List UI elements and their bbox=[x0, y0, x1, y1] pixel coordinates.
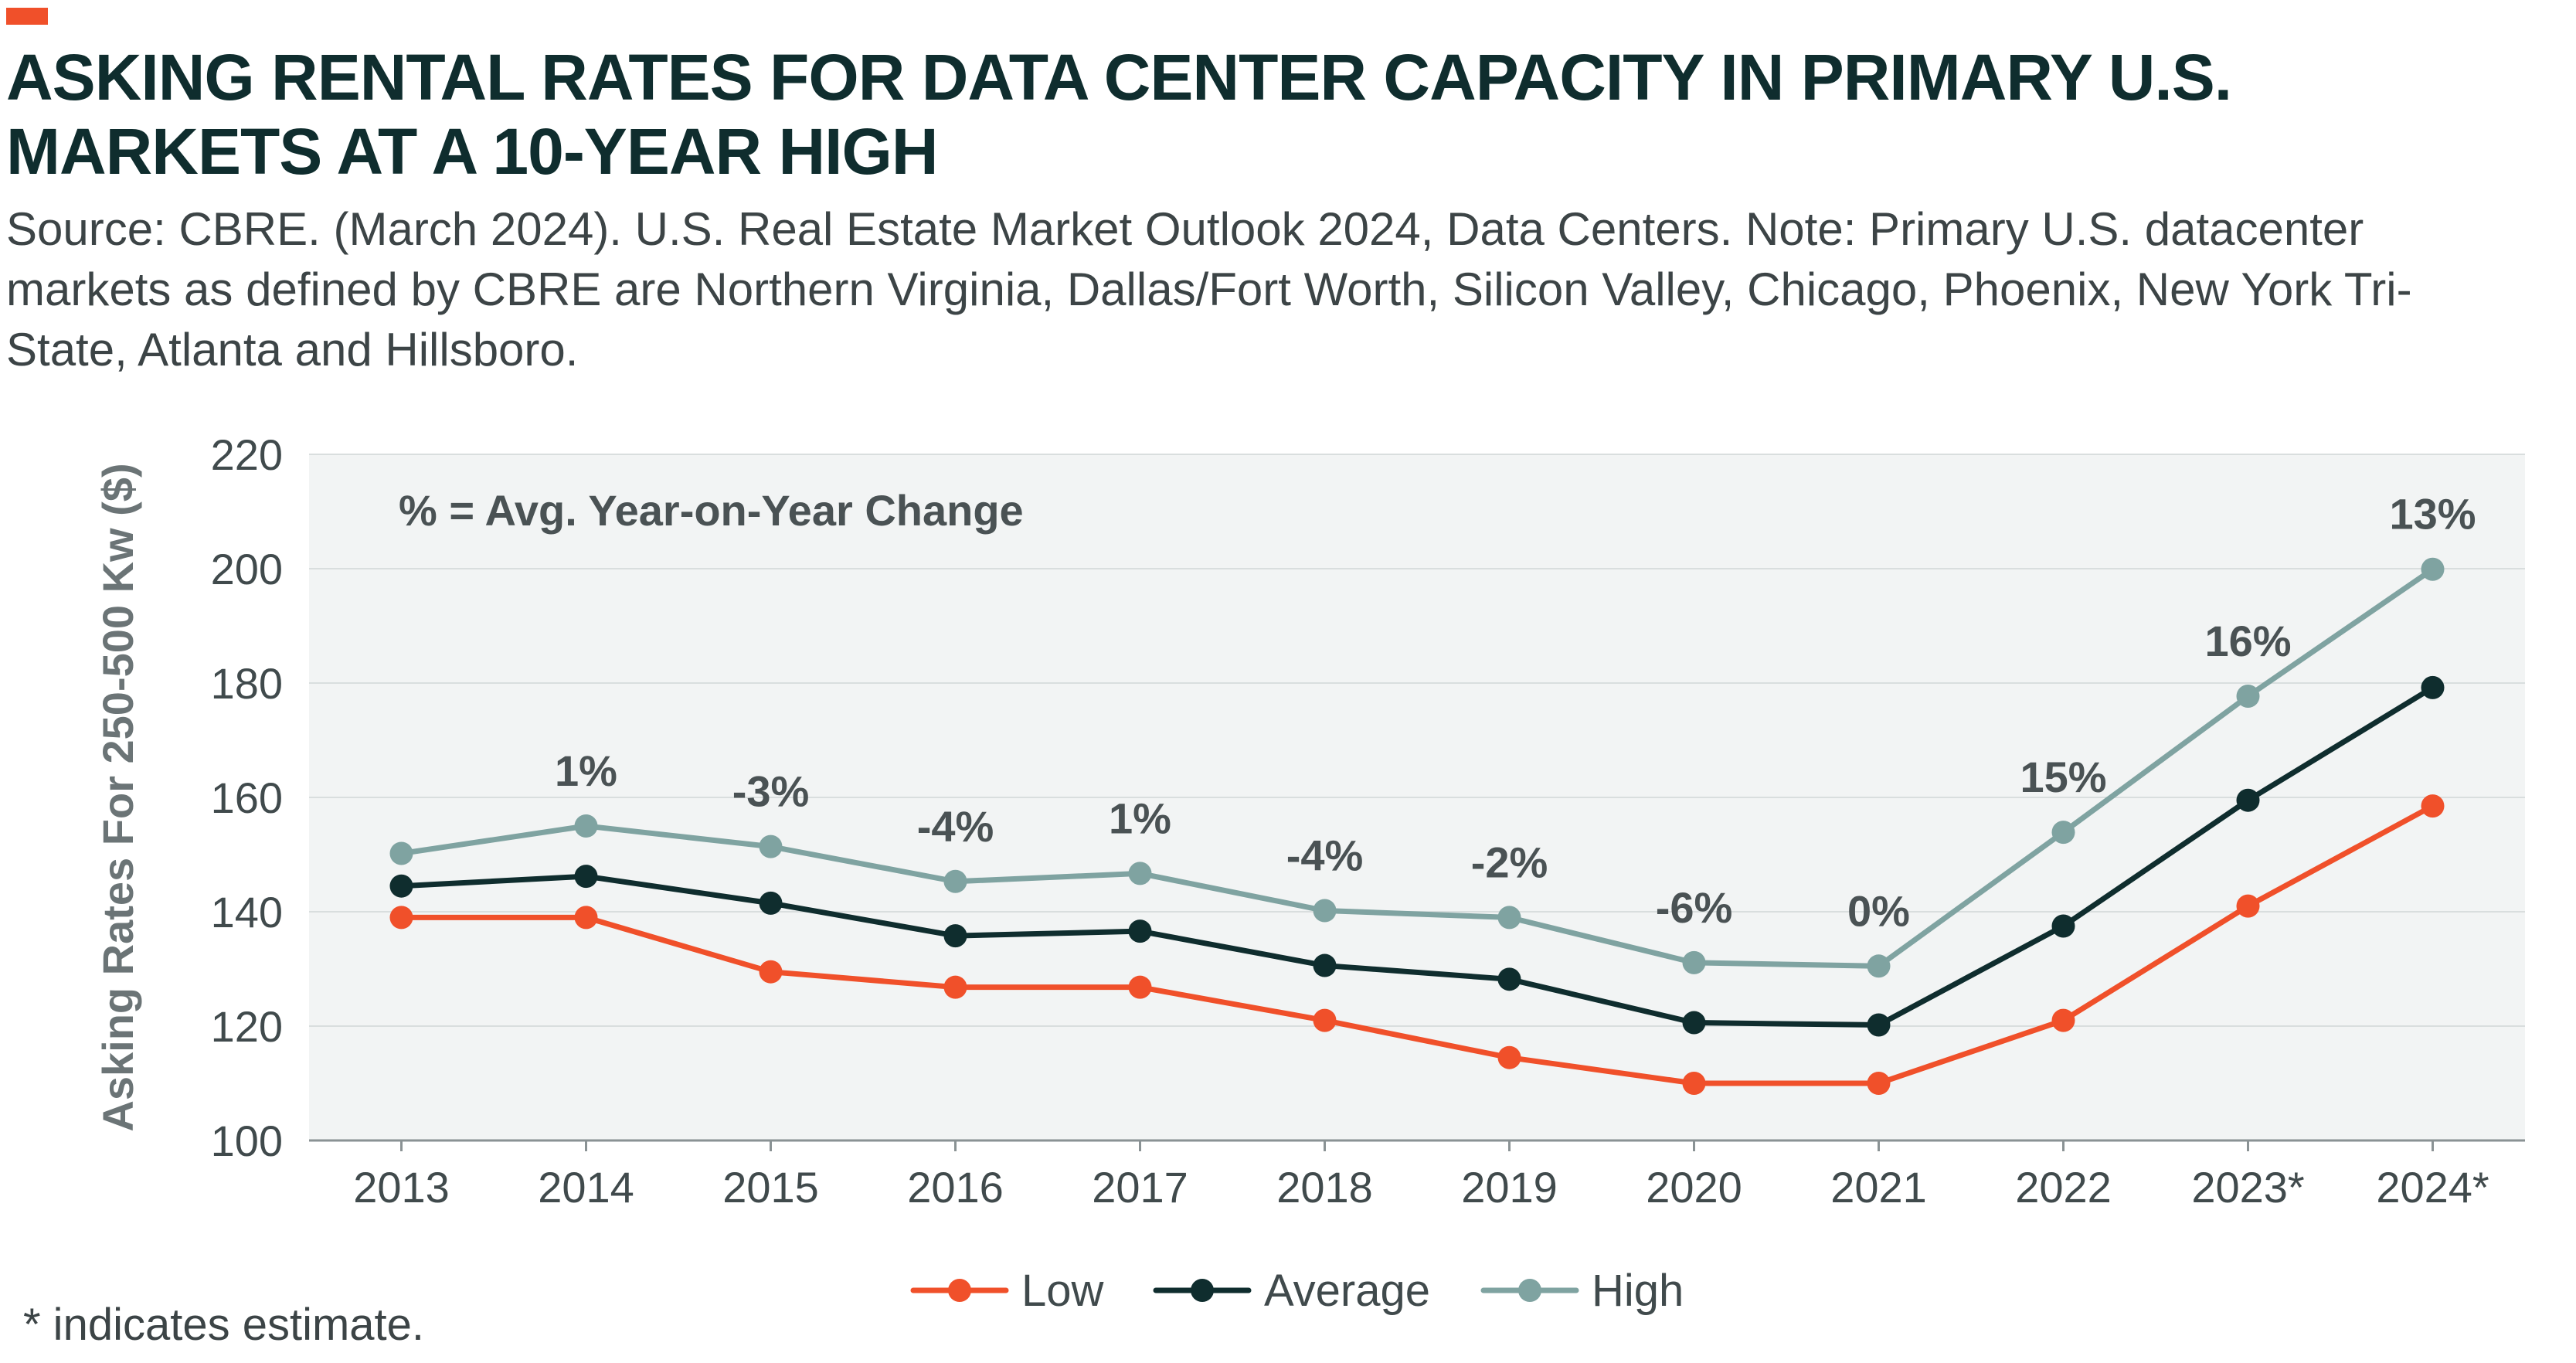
series-line-average bbox=[399, 685, 2435, 1028]
data-point-low bbox=[1313, 1008, 1337, 1032]
x-tick-label: 2019 bbox=[1461, 1163, 1558, 1212]
y-tick-label: 120 bbox=[211, 1002, 283, 1051]
y-tick-label: 140 bbox=[211, 888, 283, 936]
yoy-change-label: 16% bbox=[2204, 617, 2291, 665]
x-tick-label: 2024* bbox=[2376, 1163, 2489, 1212]
yoy-change-label: -4% bbox=[1286, 831, 1364, 880]
x-tick-label: 2016 bbox=[907, 1163, 1004, 1212]
x-tick-label: 2020 bbox=[1646, 1163, 1742, 1212]
x-tick-label: 2018 bbox=[1276, 1163, 1373, 1212]
accent-bar bbox=[6, 8, 48, 25]
legend-marker-low bbox=[948, 1279, 971, 1302]
yoy-change-label: -3% bbox=[732, 767, 810, 816]
x-tick-label: 2021 bbox=[1830, 1163, 1927, 1212]
data-point-average bbox=[2421, 675, 2445, 699]
data-point-low bbox=[1867, 1072, 1891, 1095]
x-tick-label: 2014 bbox=[538, 1163, 634, 1212]
yoy-change-label: -2% bbox=[1471, 838, 1548, 886]
yoy-change-label: 1% bbox=[1109, 794, 1171, 842]
data-point-high bbox=[943, 869, 967, 893]
data-point-high bbox=[1867, 954, 1891, 978]
data-point-average bbox=[943, 924, 967, 948]
y-tick-label: 220 bbox=[211, 430, 283, 479]
data-point-low bbox=[574, 906, 598, 930]
legend-label-low: Low bbox=[1021, 1266, 1105, 1316]
data-point-low bbox=[1497, 1045, 1521, 1069]
y-tick-label: 180 bbox=[211, 659, 283, 708]
data-point-low bbox=[943, 975, 967, 999]
y-axis-title: Asking Rates For 250-500 Kw ($) bbox=[93, 463, 142, 1131]
yoy-change-label: 15% bbox=[2020, 753, 2106, 801]
yoy-change-note: % = Avg. Year-on-Year Change bbox=[399, 486, 1024, 535]
legend-label-high: High bbox=[1592, 1266, 1684, 1316]
data-point-high bbox=[2236, 685, 2260, 709]
legend-marker-average bbox=[1191, 1279, 1214, 1302]
data-point-high bbox=[574, 814, 598, 838]
x-tick-label: 2022 bbox=[2015, 1163, 2112, 1212]
yoy-change-label: 1% bbox=[555, 746, 617, 795]
data-point-average bbox=[1313, 953, 1337, 977]
data-point-average bbox=[2051, 914, 2075, 938]
chart-source-note: Source: CBRE. (March 2024). U.S. Real Es… bbox=[6, 203, 2412, 376]
data-point-high bbox=[1128, 862, 1152, 885]
x-tick-label: 2017 bbox=[1092, 1163, 1188, 1212]
data-point-high bbox=[1313, 899, 1337, 923]
data-point-average bbox=[2236, 788, 2260, 812]
series-line-low bbox=[399, 803, 2435, 1086]
x-tick-label: 2013 bbox=[353, 1163, 450, 1212]
data-point-high bbox=[2421, 557, 2445, 581]
y-tick-label: 160 bbox=[211, 773, 283, 822]
data-point-low bbox=[759, 960, 783, 984]
data-point-low bbox=[2051, 1008, 2075, 1032]
data-point-high bbox=[1497, 906, 1521, 930]
y-tick-label: 100 bbox=[211, 1117, 283, 1165]
data-point-low bbox=[2421, 794, 2445, 818]
yoy-change-label: -6% bbox=[1656, 883, 1733, 932]
data-point-low bbox=[1128, 975, 1152, 999]
legend-marker-high bbox=[1518, 1279, 1541, 1302]
data-point-low bbox=[389, 906, 413, 930]
data-point-average bbox=[574, 865, 598, 889]
data-point-low bbox=[2236, 894, 2260, 918]
x-tick-label: 2015 bbox=[722, 1163, 819, 1212]
yoy-change-label: 13% bbox=[2389, 490, 2476, 539]
data-point-high bbox=[2051, 821, 2075, 845]
data-point-high bbox=[759, 834, 783, 858]
data-point-average bbox=[389, 874, 413, 898]
legend-label-average: Average bbox=[1264, 1266, 1430, 1316]
yoy-change-label: -4% bbox=[917, 802, 994, 851]
x-tick-label: 2023* bbox=[2191, 1163, 2304, 1212]
data-point-average bbox=[1867, 1013, 1891, 1037]
data-point-average bbox=[1497, 967, 1521, 991]
data-point-low bbox=[1682, 1072, 1706, 1095]
data-point-high bbox=[389, 841, 413, 865]
y-tick-label: 200 bbox=[211, 545, 283, 593]
estimate-footnote: * indicates estimate. bbox=[23, 1300, 425, 1350]
yoy-change-label: 0% bbox=[1847, 886, 1910, 935]
data-point-average bbox=[1128, 919, 1152, 943]
data-point-high bbox=[1682, 950, 1706, 974]
series-line-high bbox=[399, 566, 2435, 969]
data-point-average bbox=[1682, 1011, 1706, 1035]
chart-title: ASKING RENTAL RATES FOR DATA CENTER CAPA… bbox=[6, 41, 2232, 188]
data-point-average bbox=[759, 891, 783, 915]
